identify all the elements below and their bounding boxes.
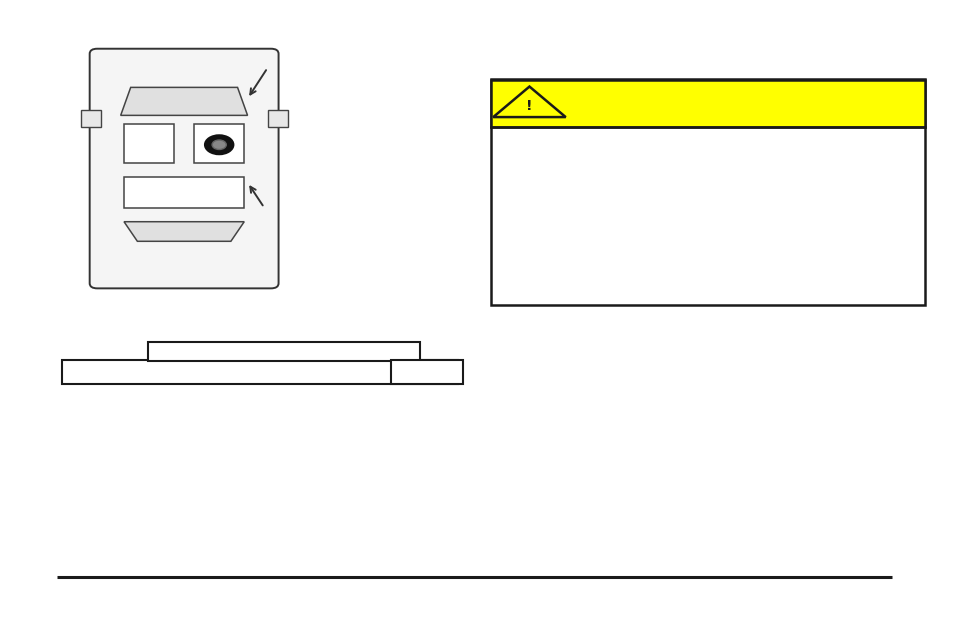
Bar: [194, 124, 244, 163]
Text: !: !: [526, 99, 532, 113]
Polygon shape: [120, 87, 248, 115]
Polygon shape: [493, 86, 565, 117]
Bar: [124, 177, 244, 208]
Circle shape: [205, 135, 233, 154]
Bar: [267, 110, 287, 127]
Bar: [62, 360, 457, 384]
Polygon shape: [124, 222, 244, 241]
Circle shape: [212, 140, 226, 149]
Bar: [81, 110, 101, 127]
FancyBboxPatch shape: [90, 49, 278, 288]
Bar: [491, 80, 924, 305]
Bar: [491, 80, 924, 127]
Bar: [124, 124, 173, 163]
Bar: [148, 342, 419, 361]
Bar: [391, 360, 462, 384]
